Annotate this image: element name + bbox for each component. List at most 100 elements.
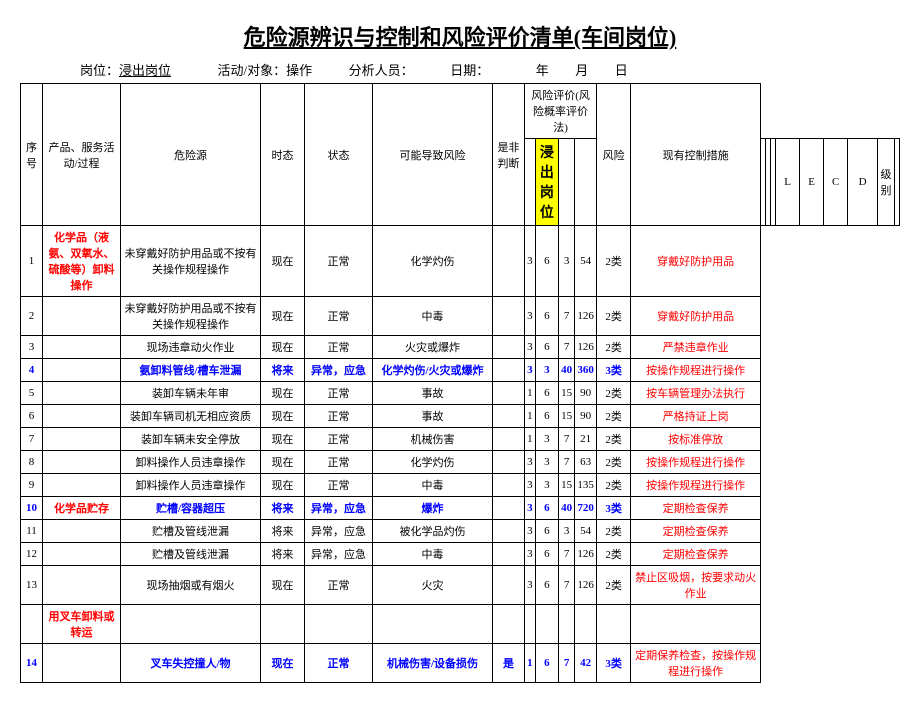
table-cell: 2类 (597, 382, 631, 405)
table-cell: 21 (575, 428, 597, 451)
table-cell: 2类 (597, 336, 631, 359)
table-row: 7装卸车辆未安全停放现在正常机械伤害137212类按标准停放 (21, 428, 900, 451)
table-cell: 3 (525, 543, 536, 566)
table-cell: 现在 (261, 428, 305, 451)
table-body: 1化学品（液氨、双氧水、硫酸等）卸料操作未穿戴好防护用品或不按有关操作规程操作现… (21, 226, 900, 683)
table-cell: 42 (575, 644, 597, 683)
table-cell: 正常 (305, 382, 373, 405)
table-cell: 异常，应急 (305, 497, 373, 520)
table-cell: 将来 (261, 359, 305, 382)
table-cell: 15 (558, 474, 574, 497)
table-cell: 异常，应急 (305, 359, 373, 382)
table-row: 14叉车失控撞人/物现在正常机械伤害/设备损伤是167423类定期保养检查，按操… (21, 644, 900, 683)
table-cell (575, 605, 597, 644)
table-cell: 贮槽及管线泄漏 (121, 520, 261, 543)
table-cell: 6 (21, 405, 43, 428)
table-cell: 3 (525, 226, 536, 297)
table-cell: 3 (525, 336, 536, 359)
table-cell: 正常 (305, 566, 373, 605)
table-cell: 6 (535, 297, 558, 336)
table-cell: 定期检查保养 (631, 497, 761, 520)
table-cell: 6 (535, 226, 558, 297)
th-state: 状态 (305, 84, 373, 226)
table-cell: 2类 (597, 297, 631, 336)
table-cell: 现在 (261, 382, 305, 405)
table-cell: 13 (21, 566, 43, 605)
table-cell: 事故 (373, 405, 493, 428)
table-cell: 用叉车卸料或转运 (43, 605, 121, 644)
th-activity: 产品、服务活动/过程 (43, 84, 121, 226)
table-cell: 40 (558, 359, 574, 382)
table-cell: 未穿戴好防护用品或不按有关操作规程操作 (121, 297, 261, 336)
table-cell (43, 428, 121, 451)
table-cell (597, 605, 631, 644)
table-cell (493, 382, 525, 405)
table-row: 2未穿戴好防护用品或不按有关操作规程操作现在正常中毒3671262类穿戴好防护用… (21, 297, 900, 336)
table-cell: 7 (558, 297, 574, 336)
th-hazard: 危险源 (121, 84, 261, 226)
table-cell (43, 382, 121, 405)
table-cell: 3 (558, 226, 574, 297)
table-cell: 2类 (597, 566, 631, 605)
table-cell: 正常 (305, 644, 373, 683)
cell-blank (894, 139, 899, 226)
table-cell (493, 226, 525, 297)
th-judge: 是非判断 (493, 84, 525, 226)
th-level: 风险 (597, 84, 631, 226)
table-cell: 中毒 (373, 297, 493, 336)
table-cell: 化学品贮存 (43, 497, 121, 520)
table-cell: 机械伤害/设备损伤 (373, 644, 493, 683)
table-cell: 禁止区吸烟，按要求动火作业 (631, 566, 761, 605)
table-cell: 2类 (597, 428, 631, 451)
table-cell: 2类 (597, 405, 631, 428)
table-row: 10化学品贮存贮槽/容器超压将来异常，应急爆炸36407203类定期检查保养 (21, 497, 900, 520)
table-cell: 装卸车辆司机无相应资质 (121, 405, 261, 428)
table-cell: 54 (575, 520, 597, 543)
table-cell: 3 (525, 566, 536, 605)
table-cell (525, 605, 536, 644)
table-cell: 现场抽烟或有烟火 (121, 566, 261, 605)
table-cell: 机械伤害 (373, 428, 493, 451)
table-cell: 穿戴好防护用品 (631, 297, 761, 336)
th-control: 现有控制措施 (631, 84, 761, 226)
table-cell: 现在 (261, 644, 305, 683)
table-cell: 火灾或爆炸 (373, 336, 493, 359)
section-highlight: 浸出岗位 (535, 139, 558, 226)
table-cell: 3 (525, 359, 536, 382)
table-cell: 事故 (373, 382, 493, 405)
cell-blank (575, 139, 597, 226)
table-cell: 7 (558, 428, 574, 451)
th-time: 时态 (261, 84, 305, 226)
table-cell: 720 (575, 497, 597, 520)
table-cell: 按操作规程进行操作 (631, 359, 761, 382)
table-cell: 6 (535, 520, 558, 543)
table-cell: 正常 (305, 474, 373, 497)
post-value: 浸出岗位 (119, 60, 171, 79)
table-cell: 按操作规程进行操作 (631, 451, 761, 474)
table-cell: 3 (535, 474, 558, 497)
table-cell: 将来 (261, 497, 305, 520)
table-cell (558, 605, 574, 644)
table-cell (43, 336, 121, 359)
table-cell: 卸料操作人员违章操作 (121, 451, 261, 474)
table-cell: 严格持证上岗 (631, 405, 761, 428)
table-cell: 化学品（液氨、双氧水、硫酸等）卸料操作 (43, 226, 121, 297)
table-cell: 中毒 (373, 543, 493, 566)
table-cell: 正常 (305, 451, 373, 474)
table-cell: 正常 (305, 336, 373, 359)
table-cell (43, 359, 121, 382)
table-cell: 126 (575, 543, 597, 566)
table-cell: 现在 (261, 336, 305, 359)
table-cell (43, 644, 121, 683)
th-eval-group: 风险评价(风险概率评价法) (525, 84, 597, 139)
table-cell: 3 (535, 451, 558, 474)
table-cell: 4 (21, 359, 43, 382)
table-cell: 2类 (597, 451, 631, 474)
table-cell: 135 (575, 474, 597, 497)
table-cell: 未穿戴好防护用品或不按有关操作规程操作 (121, 226, 261, 297)
table-cell: 定期检查保养 (631, 543, 761, 566)
table-cell (43, 405, 121, 428)
table-cell: 3类 (597, 644, 631, 683)
month-label: 月 (575, 60, 588, 79)
table-cell (43, 474, 121, 497)
